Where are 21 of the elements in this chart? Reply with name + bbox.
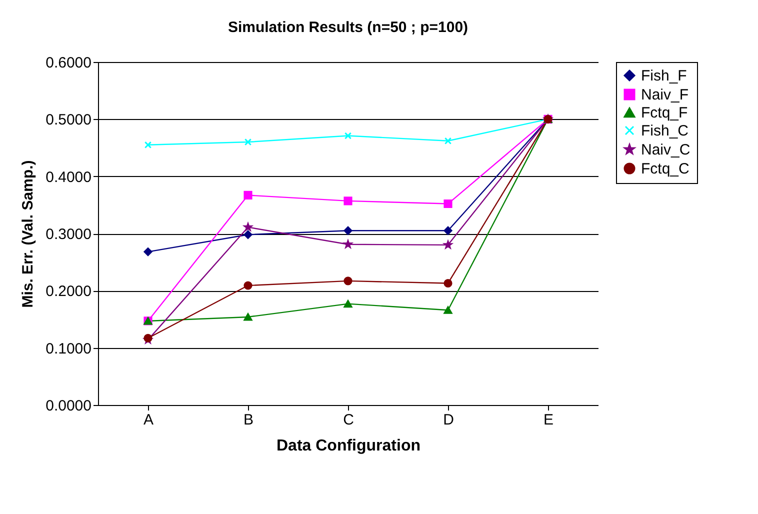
x-tick-label: D [443,412,454,428]
chart-title: Simulation Results (n=50 ; p=100) [228,19,468,36]
x-tick-label: E [543,412,554,428]
legend-label: Fish_C [641,122,689,140]
legend-label: Fish_F [641,68,687,84]
legend-label: Fctq_C [641,160,690,178]
y-tick-label: 0.0000 [46,398,92,414]
x-tick-label: B [243,412,254,428]
y-tick-label: 0.4000 [46,168,92,186]
y-axis-title: Mis. Err. (Val. Samp.) [20,160,37,308]
y-tick-label: 0.2000 [46,283,92,300]
legend-label: Naiv_C [641,142,690,158]
y-tick-label: 0.5000 [46,112,92,129]
legend-label: Fctq_F [641,104,688,122]
x-tick-label: A [143,412,154,428]
y-tick-label: 0.6000 [46,54,92,72]
y-tick-label: 0.1000 [46,340,92,358]
x-axis-title: Data Configuration [276,438,420,454]
x-tick-label: C [343,412,354,428]
legend-label: Naiv_F [641,86,689,104]
y-tick-label: 0.3000 [46,226,92,243]
